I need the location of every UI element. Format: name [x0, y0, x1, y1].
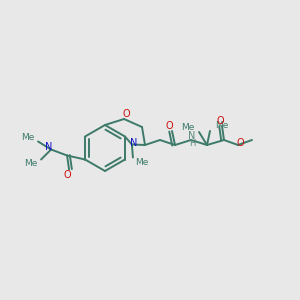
Text: Me: Me [215, 122, 228, 130]
Text: O: O [122, 109, 130, 119]
Text: N: N [188, 131, 196, 141]
Text: O: O [63, 169, 71, 179]
Text: Me: Me [24, 159, 37, 168]
Text: H: H [189, 139, 195, 148]
Text: Me: Me [135, 158, 148, 167]
Text: N: N [130, 137, 138, 148]
Text: O: O [236, 138, 244, 148]
Text: N: N [45, 142, 53, 152]
Text: O: O [216, 116, 224, 126]
Text: Me: Me [21, 133, 34, 142]
Text: Me: Me [181, 122, 194, 131]
Text: O: O [165, 121, 173, 131]
